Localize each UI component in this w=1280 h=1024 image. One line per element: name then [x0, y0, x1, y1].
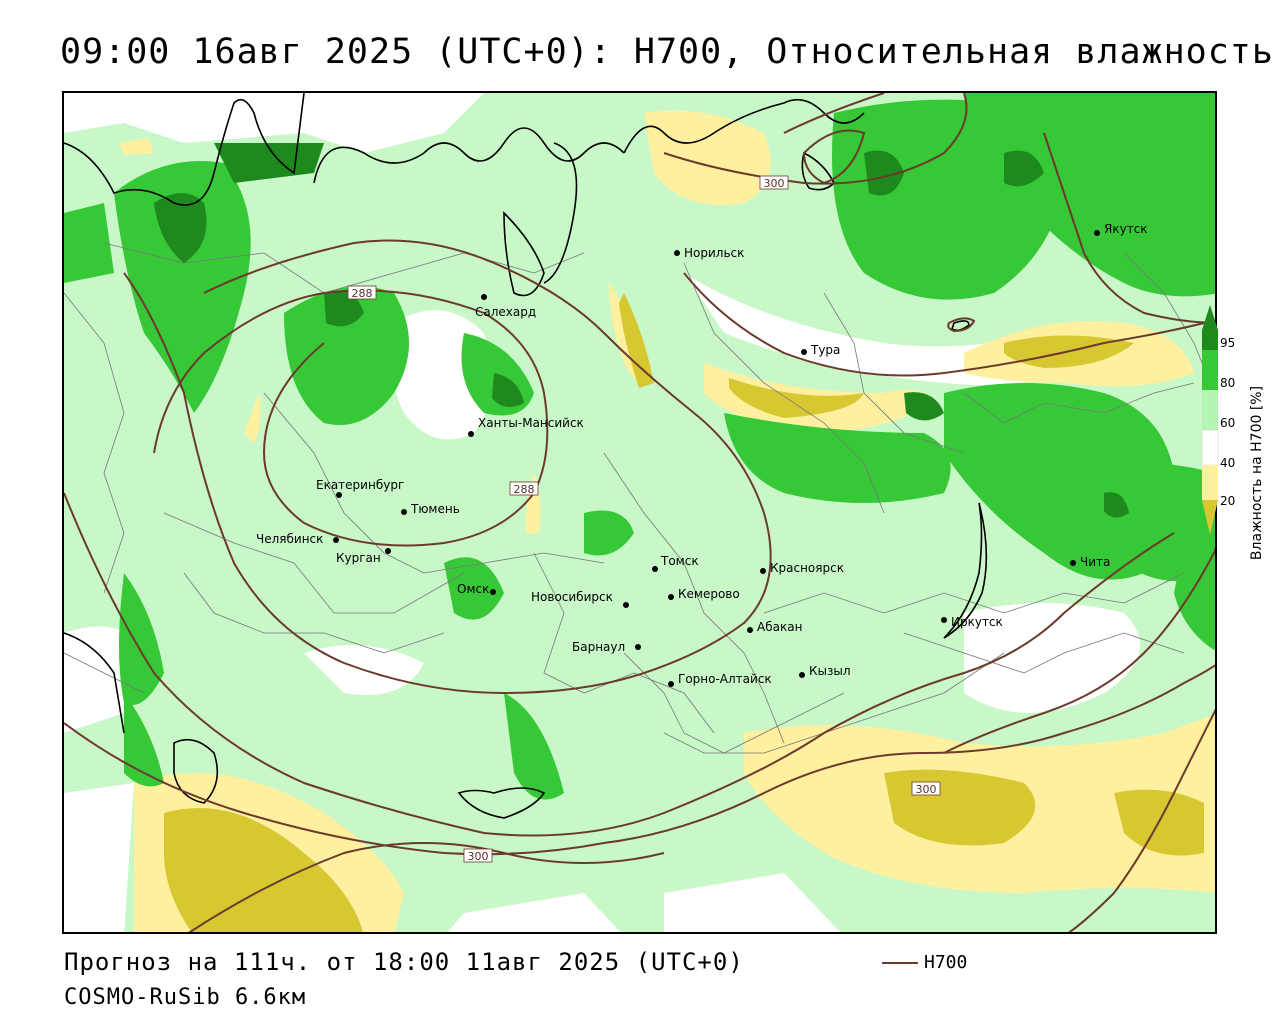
svg-text:Салехард: Салехард: [475, 305, 536, 319]
legend-ticks: 95 80 60 40 20: [1220, 336, 1235, 508]
legend-swatch-95: [1202, 330, 1218, 350]
legend-swatch-80: [1202, 350, 1218, 390]
svg-text:Тюмень: Тюмень: [410, 502, 460, 516]
svg-text:Кызыл: Кызыл: [809, 664, 851, 678]
contour-key-label: H700: [924, 952, 968, 973]
coastlines: [64, 93, 988, 819]
svg-text:Иркутск: Иркутск: [951, 615, 1003, 629]
svg-text:Екатеринбург: Екатеринбург: [316, 478, 404, 492]
svg-text:Кемерово: Кемерово: [678, 587, 740, 601]
city-novosibirsk[interactable]: Новосибирск: [531, 590, 629, 608]
contour-label: 300: [764, 177, 785, 190]
legend-swatch-40: [1202, 465, 1218, 500]
svg-text:Якутск: Якутск: [1104, 222, 1148, 236]
city-khanty-mansiysk[interactable]: Ханты-Мансийск: [468, 416, 584, 437]
model-name: COSMO-RuSib 6.6км: [64, 985, 307, 1010]
region-borders: [64, 242, 1215, 754]
svg-text:Барнаул: Барнаул: [572, 640, 625, 654]
svg-text:Курган: Курган: [336, 551, 381, 565]
city-gorno-altaysk[interactable]: Горно-Алтайск: [668, 672, 772, 687]
contour-label: 288: [352, 287, 373, 300]
svg-text:Абакан: Абакан: [757, 620, 802, 634]
city-chelyabinsk[interactable]: Челябинск: [256, 532, 339, 546]
legend-tick: 40: [1220, 456, 1235, 470]
city-yekaterinburg[interactable]: Екатеринбург: [316, 478, 404, 498]
city-omsk[interactable]: Омск: [457, 582, 496, 596]
contour-labels: 288 288 300 300 300: [347, 175, 941, 863]
contour-label: 300: [468, 850, 489, 863]
city-irkutsk[interactable]: Иркутск: [941, 615, 1003, 629]
very-wet-areas: [154, 143, 1129, 518]
svg-text:Тура: Тура: [810, 343, 840, 357]
svg-text:Норильск: Норильск: [684, 246, 744, 260]
h700-contours: [64, 93, 1215, 932]
map-title: 09:00 16авг 2025 (UTC+0): H700, Относите…: [60, 32, 1274, 72]
city-kurgan[interactable]: Курган: [336, 548, 391, 565]
legend-tick: 20: [1220, 494, 1235, 508]
legend-title: Влажность на H700 [%]: [1249, 385, 1265, 561]
legend-title-wrap: Влажность на H700 [%]: [1245, 355, 1265, 595]
svg-text:Новосибирск: Новосибирск: [531, 590, 613, 604]
legend-swatch-60: [1202, 390, 1218, 430]
very-dry-areas: [164, 293, 1204, 932]
humidity-legend: 95 80 60 40 20: [1201, 305, 1235, 535]
contour-key-line: [882, 961, 918, 964]
forecast-info: Прогноз на 111ч. от 18:00 11авг 2025 (UT…: [64, 948, 744, 976]
city-yakutsk[interactable]: Якутск: [1094, 222, 1148, 236]
map-panel[interactable]: 288 288 300 300 300 Норильск Якутск Сале…: [62, 91, 1217, 934]
legend-swatch-very-dry: [1202, 500, 1218, 535]
city-tyumen[interactable]: Тюмень: [401, 502, 460, 516]
legend-tick: 95: [1220, 336, 1235, 350]
svg-text:Омск: Омск: [457, 582, 489, 596]
humidity-map[interactable]: 288 288 300 300 300 Норильск Якутск Сале…: [64, 93, 1217, 934]
svg-text:Горно-Алтайск: Горно-Алтайск: [678, 672, 772, 686]
city-salekhard[interactable]: Салехард: [475, 294, 536, 319]
svg-text:Красноярск: Красноярск: [770, 561, 844, 575]
legend-swatch-neutral: [1201, 429, 1219, 466]
legend-tick: 60: [1220, 416, 1235, 430]
svg-text:Челябинск: Челябинск: [256, 532, 323, 546]
wet-areas: [64, 93, 1215, 800]
city-kyzyl[interactable]: Кызыл: [799, 664, 851, 678]
contour-label: 288: [514, 483, 535, 496]
city-tomsk[interactable]: Томск: [652, 554, 699, 572]
city-chita[interactable]: Чита: [1070, 555, 1110, 569]
city-norilsk[interactable]: Норильск: [674, 246, 744, 260]
contour-label: 300: [916, 783, 937, 796]
city-tura[interactable]: Тура: [801, 343, 840, 357]
city-kemerovo[interactable]: Кемерово: [668, 587, 740, 601]
cities: Норильск Якутск Салехард Тура Ханты-Манс…: [256, 222, 1148, 687]
contour-key: H700: [882, 952, 967, 973]
svg-text:Томск: Томск: [660, 554, 699, 568]
svg-text:Чита: Чита: [1080, 555, 1110, 569]
city-krasnoyarsk[interactable]: Красноярск: [760, 561, 844, 575]
city-barnaul[interactable]: Барнаул: [572, 640, 641, 654]
city-abakan[interactable]: Абакан: [747, 620, 802, 634]
legend-tick: 80: [1220, 376, 1235, 390]
svg-text:Ханты-Мансийск: Ханты-Мансийск: [478, 416, 584, 430]
legend-swatch-very-wet: [1202, 305, 1218, 330]
